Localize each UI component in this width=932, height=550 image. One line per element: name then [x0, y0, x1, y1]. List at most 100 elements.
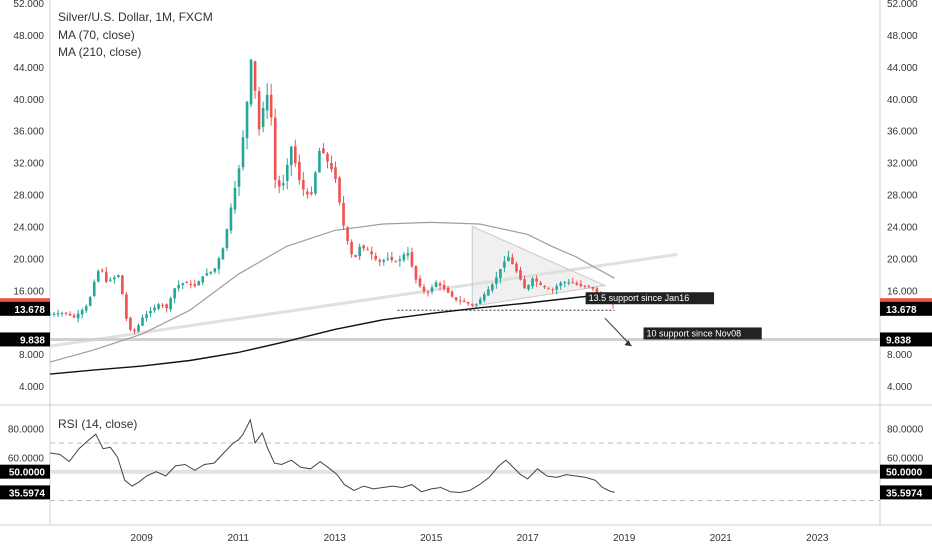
- time-axis-label: 2011: [227, 533, 249, 544]
- price-tick-label-right: 28.000: [887, 191, 918, 202]
- candle-body: [285, 164, 289, 181]
- time-axis-label: 2013: [324, 533, 347, 544]
- candle-body: [60, 312, 64, 314]
- price-tick-label-left: 52.000: [13, 0, 44, 10]
- candle-body: [273, 117, 277, 180]
- candle-body: [92, 281, 96, 297]
- candle-body: [366, 249, 369, 251]
- candle-body: [474, 304, 478, 306]
- candle-body: [217, 258, 221, 270]
- price-tick-label-right: 8.000: [887, 350, 912, 361]
- candle-body: [466, 302, 470, 304]
- candle-body: [76, 313, 80, 319]
- candle-body: [535, 278, 538, 282]
- rsi-tick-label-right: 60.0000: [887, 453, 924, 464]
- candle-body: [482, 294, 486, 301]
- candle-body: [398, 259, 402, 261]
- candle-body: [261, 108, 265, 128]
- candle-body: [306, 191, 309, 195]
- candle-body: [362, 245, 365, 249]
- candle-body: [318, 150, 321, 173]
- candle-body: [209, 271, 213, 274]
- candle-body: [583, 285, 587, 287]
- candle-body: [587, 285, 591, 287]
- candle-body: [515, 263, 518, 272]
- candle-body: [454, 297, 458, 301]
- candle-body: [511, 257, 514, 265]
- candle-body: [84, 306, 88, 311]
- candle-body: [322, 148, 325, 154]
- candle-body: [547, 288, 550, 290]
- triangle-pattern: [471, 225, 607, 307]
- candle-body: [563, 282, 567, 284]
- price-label-text: 13.678: [886, 305, 917, 316]
- price-tick-label-left: 32.000: [13, 159, 44, 170]
- price-tick-label-right: 40.000: [887, 95, 918, 106]
- candle-body: [394, 261, 398, 263]
- candle-body: [543, 285, 546, 288]
- candle-body: [165, 304, 168, 309]
- price-tick-label-right: 44.000: [887, 63, 918, 74]
- candle-body: [491, 284, 494, 291]
- chart-title: Silver/U.S. Dollar, 1M, FXCM: [58, 10, 213, 24]
- candle-body: [193, 284, 197, 287]
- candle-body: [72, 315, 76, 318]
- candle-body: [559, 282, 563, 286]
- candle-body: [406, 253, 410, 256]
- candle-body: [310, 192, 313, 195]
- candle-body: [113, 277, 116, 280]
- rsi-tick-label-left: 80.0000: [8, 425, 45, 436]
- candle-body: [257, 91, 261, 130]
- price-tick-label-right: 32.000: [887, 159, 918, 170]
- candle-body: [434, 282, 438, 287]
- candle-body: [499, 269, 502, 279]
- candle-body: [149, 310, 152, 314]
- rsi-label-text: 50.0000: [886, 468, 923, 479]
- rising-trendline: [49, 252, 678, 348]
- candle-body: [153, 307, 156, 311]
- candle-body: [523, 279, 526, 289]
- candle-body: [579, 283, 583, 287]
- candle-body: [100, 270, 104, 272]
- price-label-box: [880, 332, 932, 347]
- legend-rsi: RSI (14, close): [58, 417, 138, 431]
- candle-body: [495, 277, 498, 284]
- price-tick-label-right: 48.000: [887, 31, 918, 42]
- price-tick-label-right: 16.000: [887, 286, 918, 297]
- candle-body: [430, 287, 434, 292]
- candle-body: [410, 252, 414, 267]
- candle-body: [221, 248, 225, 260]
- annotation-box: [585, 292, 715, 305]
- annotation-box: [643, 327, 762, 340]
- candle-body: [169, 298, 172, 310]
- candle-body: [265, 94, 269, 111]
- candle-body: [374, 255, 378, 260]
- candle-body: [458, 300, 462, 302]
- candle-body: [571, 282, 575, 284]
- forecast-arrowhead: [624, 340, 632, 347]
- candle-body: [414, 266, 418, 280]
- candle-body: [418, 278, 422, 287]
- candle-body: [237, 168, 241, 187]
- candle-body: [189, 283, 193, 285]
- time-axis-label: 2021: [710, 533, 733, 544]
- candle-body: [129, 317, 132, 330]
- price-tick-label-left: 24.000: [13, 222, 44, 233]
- price-tick-label-right: 4.000: [887, 382, 912, 393]
- annotation-support-10: 10 support since Nov08: [643, 327, 762, 340]
- rsi-label-box-left: [0, 485, 50, 500]
- time-axis-label: 2023: [806, 533, 829, 544]
- candle-body: [245, 101, 249, 139]
- candle-body: [519, 270, 522, 280]
- candle-body: [253, 61, 257, 91]
- candle-body: [289, 146, 293, 166]
- candle-body: [507, 256, 510, 262]
- candle-body: [342, 202, 345, 226]
- candle-body: [591, 286, 595, 289]
- ma70-line: [49, 221, 615, 363]
- price-label-box-left: [0, 301, 50, 316]
- candle-body: [370, 251, 374, 255]
- candle-body: [181, 283, 185, 286]
- forecast-arrow-line: [604, 317, 632, 347]
- candle-body: [157, 304, 160, 309]
